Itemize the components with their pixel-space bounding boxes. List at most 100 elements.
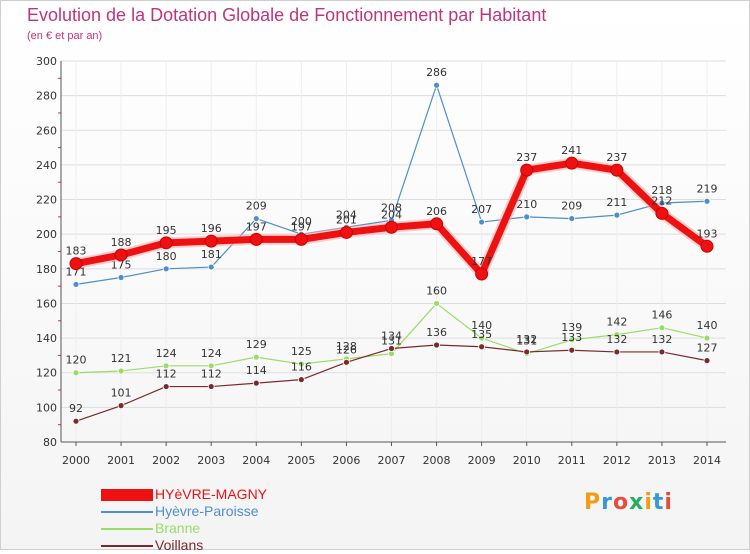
y-tick-label: 200: [36, 228, 57, 241]
data-label: 101: [111, 387, 132, 400]
data-point: [72, 281, 80, 288]
y-tick-label: 220: [36, 194, 57, 207]
data-label: 181: [201, 248, 222, 261]
logo-letter: o: [612, 490, 630, 515]
data-label: 112: [201, 368, 222, 381]
data-point: [252, 215, 260, 222]
data-label: 126: [336, 343, 357, 356]
data-label: 209: [561, 200, 582, 213]
data-point: [117, 402, 125, 410]
data-label: 286: [426, 66, 447, 79]
data-label: 131: [381, 335, 402, 348]
x-tick-label: 2005: [287, 454, 315, 467]
data-label: 241: [561, 144, 582, 157]
x-tick-label: 2013: [648, 454, 676, 467]
data-label: 124: [201, 347, 222, 360]
legend-label: HYèVRE-MAGNY: [155, 486, 268, 502]
data-point: [613, 331, 621, 339]
data-point: [339, 225, 353, 239]
data-point: [523, 213, 531, 221]
data-point: [703, 357, 711, 365]
data-label: 127: [697, 342, 718, 355]
data-point: [159, 236, 173, 250]
legend-swatch: [101, 527, 153, 530]
data-point: [207, 362, 215, 370]
data-point: [72, 417, 80, 425]
data-label: 200: [291, 215, 312, 228]
data-label: 132: [516, 333, 537, 346]
data-point: [613, 211, 621, 219]
x-tick-label: 2000: [62, 454, 90, 467]
data-label: 211: [606, 196, 627, 209]
data-label: 120: [66, 354, 87, 367]
data-label: 201: [336, 213, 357, 226]
logo-letter: P: [584, 490, 602, 515]
data-point: [520, 163, 534, 177]
legend-label: Voillans: [155, 537, 204, 553]
legend-swatch: [101, 488, 153, 501]
data-label: 204: [336, 208, 357, 221]
x-tick-label: 2009: [468, 454, 496, 467]
y-tick-label: 240: [36, 159, 57, 172]
data-label: 237: [516, 151, 537, 164]
data-point: [204, 234, 218, 248]
data-label: 177: [471, 255, 492, 268]
data-label: 204: [381, 208, 402, 221]
data-label: 132: [651, 333, 672, 346]
x-tick-label: 2008: [423, 454, 451, 467]
data-label: 132: [606, 333, 627, 346]
data-label: 193: [697, 227, 718, 240]
data-label: 128: [336, 340, 357, 353]
data-point: [433, 300, 440, 307]
data-label: 207: [471, 203, 492, 216]
data-point: [114, 248, 128, 262]
data-label: 133: [561, 331, 582, 344]
data-label: 209: [246, 200, 267, 213]
data-point: [568, 346, 576, 354]
data-label: 180: [156, 250, 177, 263]
x-tick-label: 2001: [107, 454, 135, 467]
data-point: [658, 348, 666, 356]
data-point: [658, 324, 666, 332]
data-label: 135: [471, 328, 492, 341]
data-point: [207, 263, 215, 271]
data-label: 121: [111, 352, 132, 365]
logo-letter: x: [629, 490, 645, 515]
x-tick-label: 2014: [693, 454, 721, 467]
data-point: [207, 383, 215, 390]
data-label: 188: [111, 236, 132, 249]
data-label: 183: [66, 245, 87, 258]
data-point: [703, 334, 711, 342]
data-point: [433, 81, 440, 89]
data-point: [117, 274, 125, 281]
data-point: [478, 343, 486, 351]
y-tick-label: 300: [36, 55, 57, 68]
data-label: 206: [426, 205, 447, 218]
data-label: 140: [697, 319, 718, 332]
x-tick-label: 2007: [378, 454, 406, 467]
data-label: 197: [291, 220, 312, 233]
data-label: 116: [291, 361, 312, 374]
data-point: [565, 156, 579, 170]
legend-swatch: [101, 544, 153, 547]
data-label: 134: [381, 329, 402, 342]
data-label: 212: [651, 194, 672, 207]
data-label: 136: [426, 326, 447, 339]
data-point: [655, 206, 669, 220]
data-point: [162, 362, 170, 370]
data-point: [162, 383, 170, 390]
x-tick-label: 2010: [513, 454, 541, 467]
data-point: [703, 197, 711, 205]
data-label: 142: [606, 316, 627, 329]
x-tick-label: 2006: [332, 454, 360, 467]
data-point: [433, 341, 440, 349]
logo-letter: r: [601, 490, 613, 515]
data-label: 129: [246, 338, 267, 351]
data-label: 208: [381, 201, 402, 214]
y-tick-label: 280: [36, 90, 57, 103]
proxiti-logo: Proxiti: [584, 490, 673, 515]
data-point: [117, 367, 125, 375]
data-point: [297, 376, 305, 384]
data-label: 124: [156, 347, 177, 360]
